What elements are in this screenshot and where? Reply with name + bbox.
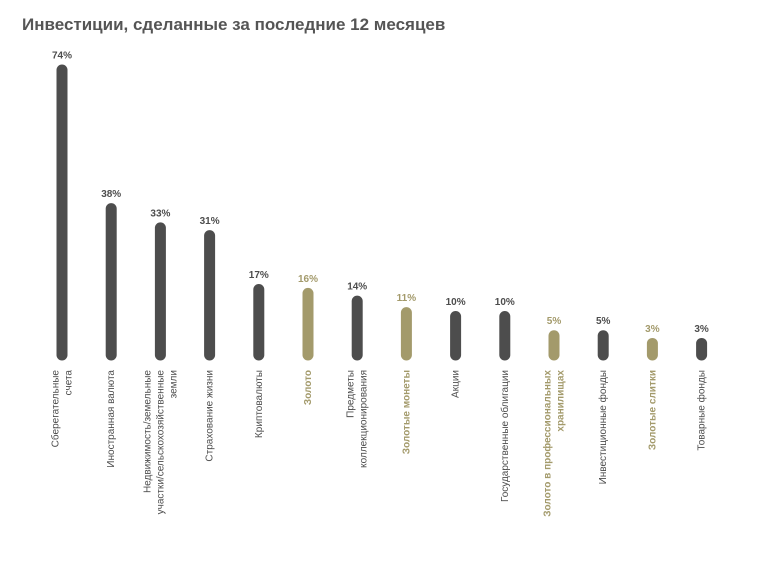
bar-1: [56, 64, 68, 361]
value-label-2: 38%: [101, 189, 121, 200]
bar-14: [696, 337, 708, 361]
value-label-5: 17%: [249, 270, 269, 281]
value-label-9: 10%: [446, 297, 466, 308]
value-label-10: 10%: [495, 297, 515, 308]
bar-2: [105, 203, 117, 361]
chart-marks: 74% Сберегательные счета 38% Иностранная вал…: [50, 51, 709, 517]
category-label-6: Золото: [303, 370, 314, 405]
value-label-11: 5%: [547, 316, 562, 327]
value-label-7: 14%: [347, 282, 367, 293]
category-label-9: Акции: [451, 370, 462, 398]
bar-4: [204, 230, 216, 361]
category-label-8: Золотые монеты: [401, 370, 412, 454]
category-label-4: Страхование жизни: [205, 370, 216, 462]
bar-13: [646, 337, 658, 361]
bar-7: [351, 295, 363, 361]
bar-3: [154, 222, 166, 361]
category-label-10: Государственные облигации: [499, 370, 511, 502]
category-label-1: Сберегательные счета: [50, 370, 75, 448]
value-label-13: 3%: [645, 324, 660, 335]
category-label-13: Золотые слитки: [647, 370, 658, 450]
category-label-14: Товарные фонды: [696, 370, 708, 451]
bar-10: [499, 310, 511, 361]
category-label-12: Инвестиционные фонды: [597, 370, 609, 484]
bar-8: [400, 307, 412, 361]
bar-9: [450, 310, 462, 361]
value-label-1: 74%: [52, 51, 72, 62]
bar-11: [548, 330, 560, 361]
bar-12: [597, 330, 609, 361]
category-label-5: Криптовалюты: [254, 370, 265, 438]
bar-6: [302, 287, 314, 361]
value-label-3: 33%: [150, 208, 170, 219]
value-label-14: 3%: [694, 324, 709, 335]
category-label-7: Предметы коллекционирования: [346, 370, 370, 468]
category-label-2: Иностранная валюта: [106, 370, 117, 468]
value-label-6: 16%: [298, 274, 318, 285]
bar-5: [253, 284, 265, 361]
value-label-4: 31%: [200, 216, 220, 227]
category-label-3: Недвижимость/земельные участки/сельскохоз…: [142, 370, 179, 515]
value-label-12: 5%: [596, 316, 611, 327]
category-label-11: Золото в профессиональных хранилищах: [542, 370, 567, 517]
value-label-8: 11%: [397, 293, 417, 304]
chart-title: Инвестиции, сделанные за последние 12 ме…: [22, 15, 445, 34]
